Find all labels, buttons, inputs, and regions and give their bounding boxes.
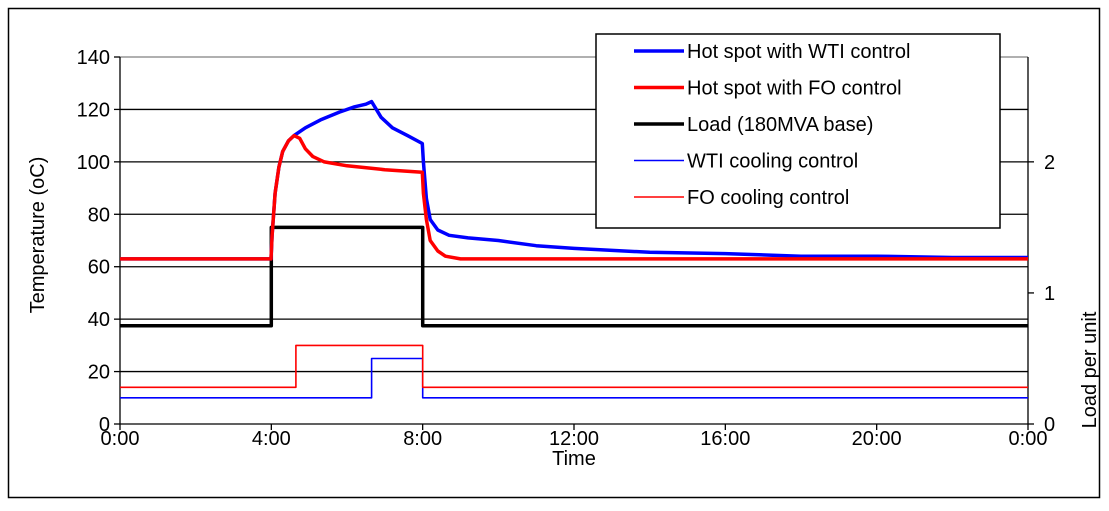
y2-tick-label: 2 <box>1044 152 1055 174</box>
legend: Hot spot with WTI control Hot spot with F… <box>595 33 1001 229</box>
y2-axis-label: Load per unit <box>1079 311 1101 428</box>
x-tick-label: 0:00 <box>101 428 140 450</box>
legend-label: WTI cooling control <box>687 151 858 173</box>
x-tick-label: 0:00 <box>1009 428 1048 450</box>
x-tick-label: 8:00 <box>403 428 442 450</box>
series-line-3 <box>120 357 1028 399</box>
legend-label: Load (180MVA base) <box>687 114 873 136</box>
plot-area <box>120 99 1028 399</box>
y-tick-label: 40 <box>88 309 110 331</box>
y2-tick-label: 1 <box>1044 283 1055 305</box>
y-axis-label: Temperature (oC) <box>27 157 49 314</box>
legend-label: FO cooling control <box>687 187 849 209</box>
y-tick-label: 0 <box>99 414 110 436</box>
legend-box <box>595 33 1001 229</box>
y-tick-label: 140 <box>77 47 110 69</box>
series-line-4 <box>120 344 1028 389</box>
x-tick-label: 4:00 <box>252 428 291 450</box>
y-tick-label: 60 <box>88 257 110 279</box>
legend-label: Hot spot with FO control <box>687 78 902 100</box>
legend-label: Hot spot with WTI control <box>687 41 910 63</box>
y-tick-label: 80 <box>88 204 110 226</box>
x-tick-label: 12:00 <box>549 428 599 450</box>
y-tick-label: 100 <box>77 152 110 174</box>
y2-tick-label: 0 <box>1044 414 1055 436</box>
x-axis-label: Time <box>552 448 596 470</box>
y-tick-label: 120 <box>77 99 110 121</box>
x-tick-label: 16:00 <box>700 428 750 450</box>
y-tick-label: 20 <box>88 362 110 384</box>
series-line-1 <box>120 133 1028 261</box>
series-line-2 <box>120 225 1028 328</box>
x-tick-label: 20:00 <box>852 428 902 450</box>
